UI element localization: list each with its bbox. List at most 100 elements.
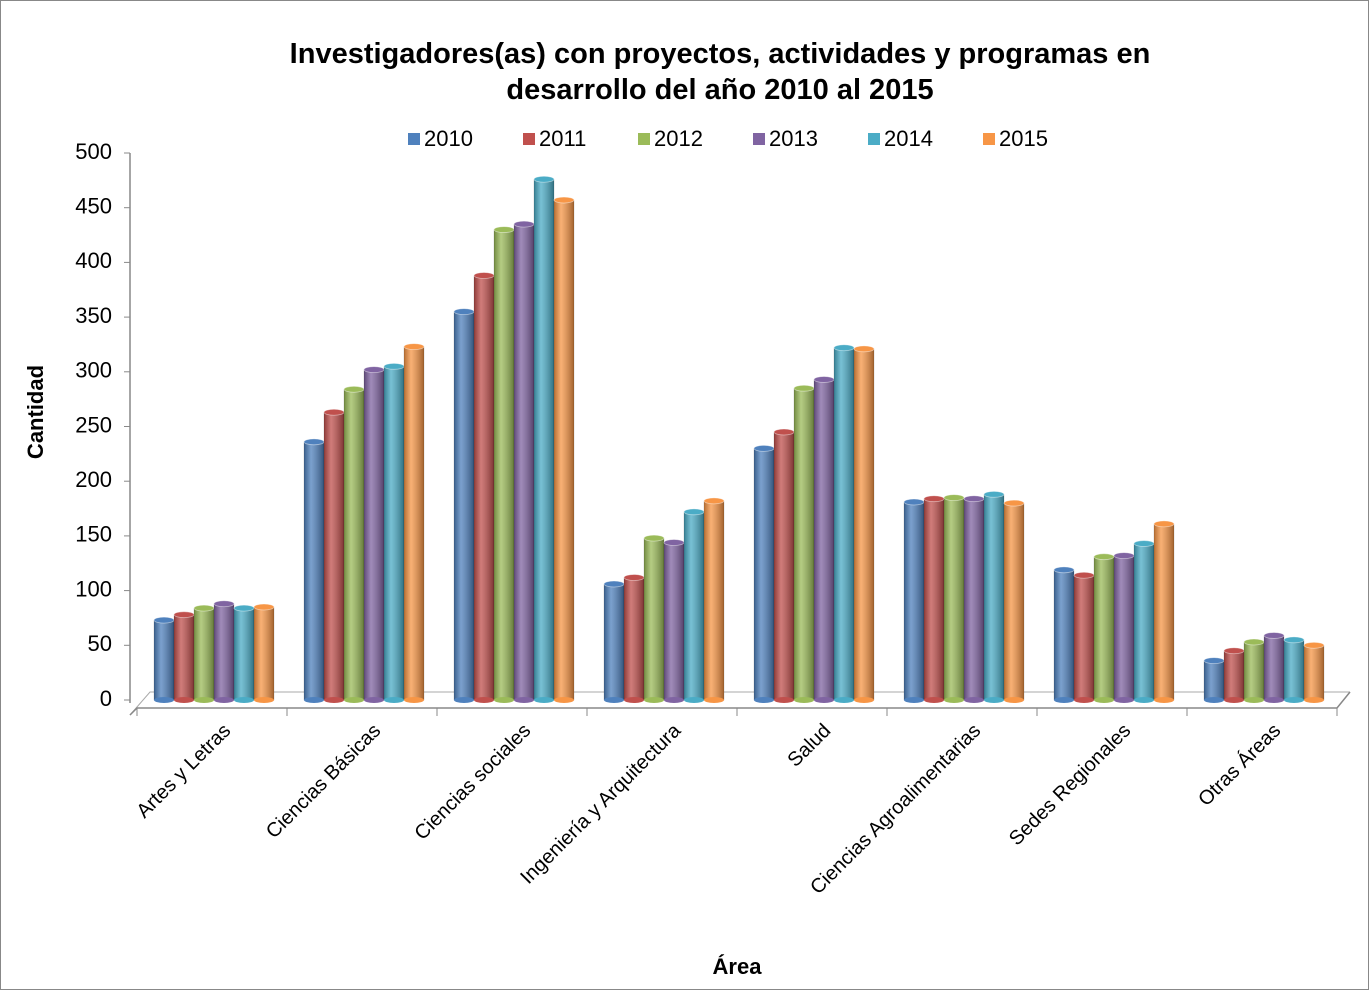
bar-shade [704, 500, 724, 700]
y-tick-label: 200 [75, 467, 112, 492]
bar-base [1094, 697, 1114, 703]
bar-shade [1114, 555, 1134, 700]
bar-shade [1224, 650, 1244, 700]
bar-shade [494, 229, 514, 700]
bar-base [904, 697, 924, 703]
bar-base [834, 697, 854, 703]
bar-cap [923, 495, 945, 503]
legend-label: 2014 [884, 126, 933, 151]
bar-base [644, 697, 664, 703]
y-tick-label: 150 [75, 522, 112, 547]
bar-cap [363, 366, 385, 374]
bar-shade [854, 348, 874, 700]
legend-swatch [868, 133, 880, 145]
bar-cap [253, 603, 275, 611]
bar-shade [774, 431, 794, 700]
legend-swatch [523, 133, 535, 145]
x-axis-label: Área [713, 954, 763, 979]
x-tick-label: Ciencias sociales [410, 720, 535, 845]
bar-cap [1203, 657, 1225, 665]
bar-base [154, 697, 174, 703]
x-tick-label: Sedes Regionales [1005, 720, 1135, 850]
bar-base [254, 697, 274, 703]
bar-base [214, 697, 234, 703]
bar-cap [343, 385, 365, 393]
bar-shade [664, 542, 684, 700]
legend-swatch [753, 133, 765, 145]
bar-cap [703, 497, 725, 505]
bar-base [364, 697, 384, 703]
bar-shade [1094, 556, 1114, 700]
bar-cap [1113, 552, 1135, 559]
bar-base [924, 697, 944, 703]
bar-cap [983, 490, 1005, 498]
bar-shade [904, 501, 924, 700]
bar-shade [214, 603, 234, 700]
bar-cap [1223, 647, 1245, 655]
bar-shade [254, 607, 274, 700]
bar-shade [1074, 575, 1094, 700]
bar-base [964, 697, 984, 703]
bar-shade [304, 441, 324, 700]
bar-cap [773, 428, 795, 436]
bar-shade [684, 511, 704, 700]
y-axis-label: Cantidad [23, 365, 48, 459]
bar-cap [383, 362, 405, 370]
chart-title: Investigadores(as) con proyectos, activi… [289, 38, 1151, 106]
bar-cap [903, 498, 925, 506]
bar-cap [1093, 553, 1115, 561]
legend-swatch [408, 133, 420, 145]
bar-cap [403, 343, 425, 351]
bar-shade [834, 347, 854, 700]
bar-base [664, 697, 684, 703]
x-tick-label: Ciencias Básicas [262, 720, 385, 843]
bar-shade [454, 311, 474, 700]
bar-cap [813, 376, 835, 383]
legend-label: 2010 [424, 126, 473, 151]
bar-base [514, 697, 534, 703]
bar-base [624, 697, 644, 703]
bar-shade [794, 388, 814, 700]
legend-label: 2012 [654, 126, 703, 151]
bar-base [684, 697, 704, 703]
bar-cap [663, 539, 685, 546]
bar-base [604, 697, 624, 703]
bar-cap [603, 580, 625, 588]
bar-base [984, 697, 1004, 703]
bar-cap [153, 616, 175, 624]
y-tick-label: 250 [75, 412, 112, 437]
bar-base [754, 697, 774, 703]
bar-base [1054, 697, 1074, 703]
bar-shade [324, 412, 344, 700]
bar-base [1154, 697, 1174, 703]
bar-cap [1003, 499, 1025, 507]
bar-base [1134, 697, 1154, 703]
bar-base [174, 697, 194, 703]
bar-base [1284, 697, 1304, 703]
bar-base [1224, 697, 1244, 703]
bar-shade [1134, 543, 1154, 700]
bar-base [384, 697, 404, 703]
bar-base [774, 697, 794, 703]
y-tick-label: 450 [75, 194, 112, 219]
bar-cap [213, 600, 235, 608]
bar-cap [1303, 641, 1325, 649]
bar-base [794, 697, 814, 703]
bar-base [554, 697, 574, 703]
bar-shade [384, 366, 404, 700]
bar-base [454, 697, 474, 703]
bar-cap [963, 495, 985, 503]
bar-base [1244, 697, 1264, 703]
bar-base [234, 697, 254, 703]
bar-cap [943, 494, 965, 502]
bar-base [854, 697, 874, 703]
bar-base [1114, 697, 1134, 703]
bar-cap [453, 308, 475, 316]
bar-shade [604, 584, 624, 700]
x-tick-label: Salud [784, 720, 836, 772]
y-tick-label: 100 [75, 576, 112, 601]
bar-base [404, 697, 424, 703]
bar-base [194, 697, 214, 703]
bar-cap [683, 508, 705, 516]
